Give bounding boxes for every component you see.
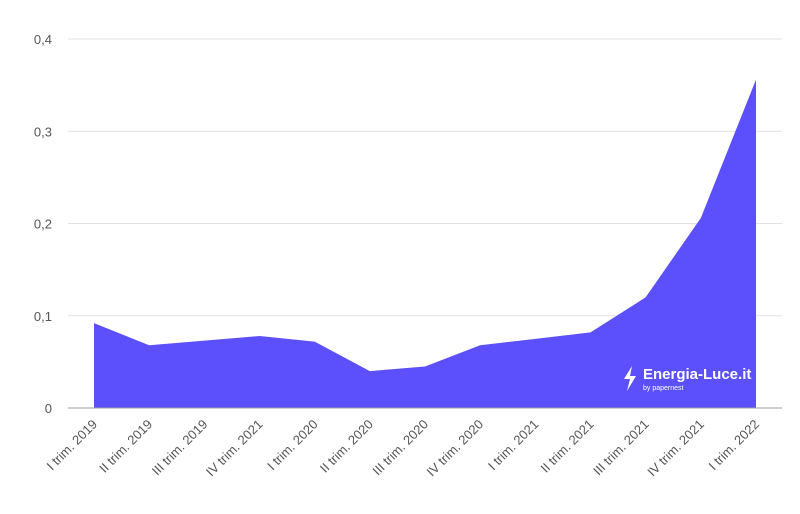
x-tick-label: I trim. 2021 [485,417,542,474]
x-tick-label: IV trim. 2021 [203,417,266,480]
x-tick-label: IV trim. 2020 [424,417,487,480]
watermark-byline: by papernest [643,385,684,392]
y-tick-label: 0,3 [34,124,52,139]
x-tick-label: II trim. 2019 [96,417,155,476]
x-tick-label: III trim. 2021 [590,417,652,479]
y-tick-label: 0 [45,401,52,416]
x-tick-label: I trim. 2020 [264,417,321,474]
y-tick-label: 0,4 [34,32,52,47]
x-tick-label: II trim. 2020 [317,417,376,476]
x-tick-label: III trim. 2020 [369,417,431,479]
y-tick-label: 0,2 [34,217,52,232]
watermark-logo: Energia-Luce.it by papernest [624,366,751,392]
x-tick-label: IV trim. 2021 [644,417,707,480]
series-area [94,79,756,408]
y-axis-ticks: 0 0,1 0,2 0,3 0,4 [34,32,52,416]
x-tick-label: III trim. 2019 [149,417,211,479]
x-tick-label: I trim. 2019 [44,417,101,474]
lightning-icon [624,366,636,391]
x-tick-label: I trim. 2022 [706,417,763,474]
watermark-brand: Energia-Luce.it [643,366,751,383]
x-tick-label: II trim. 2021 [537,417,596,476]
y-tick-label: 0,1 [34,309,52,324]
